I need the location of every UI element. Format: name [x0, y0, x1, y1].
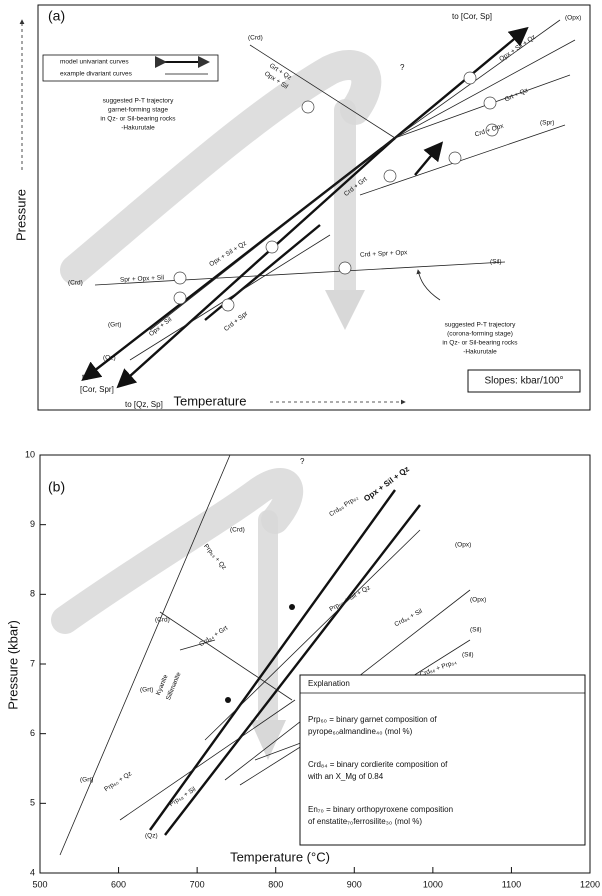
arrow-label: to [Cor, Sp]: [452, 12, 492, 21]
y-tick-label: 6: [30, 728, 35, 738]
curve: [65, 482, 289, 620]
note-pointer: [418, 270, 440, 300]
note-line: in Qz- or Sil-bearing rocks: [100, 116, 176, 123]
curve: [120, 700, 295, 820]
note-line: -Hakurutale: [121, 125, 155, 132]
marker: [302, 101, 314, 113]
slopes-note: Slopes: kbar/100°: [484, 376, 563, 387]
reaction-label: Grt + Qz: [504, 87, 529, 103]
phase-label: (Crd): [155, 617, 170, 624]
trajectory-arrow-head: [250, 720, 286, 760]
y-tick-label: 5: [30, 798, 35, 808]
phase-label: (Sil): [462, 652, 474, 659]
arrow-label: [Cor, Spr]: [80, 385, 114, 394]
reaction-label: Crd + Spr: [223, 310, 250, 333]
legend-entry: model univariant curves: [60, 59, 129, 66]
reaction-label: Crd₈₆ Prp₆₂: [328, 494, 360, 518]
phase-label: (Crd): [68, 280, 83, 287]
trajectory-arrow-head: [325, 290, 365, 330]
phase-label: (Grt): [108, 322, 121, 329]
explanation-line: with an X_Mg of 0.84: [307, 772, 384, 781]
phase-label: (Qz): [103, 355, 116, 362]
phase-label: (Grt): [80, 777, 93, 784]
phase-label: (Crd): [248, 35, 263, 42]
panel-label: (b): [48, 479, 65, 495]
y-tick-label: 10: [25, 449, 35, 459]
curve: [395, 30, 525, 138]
curve: [415, 145, 440, 175]
arrow-label: to [Qz, Sp]: [125, 400, 163, 409]
note-line: suggested P-T trajectory: [445, 322, 516, 329]
phase-label: (Grt): [140, 687, 153, 694]
reaction-label: Crd₈₄ + Grt: [198, 625, 229, 649]
reaction-label: Crd + Spr + Opx: [360, 249, 408, 259]
x-tick-label: 1100: [502, 879, 521, 889]
marker: [339, 262, 351, 274]
phase-label: (Spr): [540, 120, 554, 127]
reaction-label: Opx + Sil + Qz: [208, 240, 248, 268]
explanation-title: Explanation: [308, 679, 350, 688]
note-line: -Hakurutale: [463, 349, 497, 356]
y-tick-label: 7: [30, 658, 35, 668]
question-mark: ?: [300, 457, 305, 466]
explanation-line: Crd₈₄ = binary cordierite composition of: [308, 760, 448, 769]
x-axis-title: Temperature: [174, 393, 247, 408]
page: (a) model univariant curves example diva…: [0, 0, 602, 896]
y-tick-label: 4: [30, 867, 35, 877]
note-line: (corona-forming stage): [447, 331, 513, 338]
panel-label: (a): [48, 8, 65, 24]
question-mark: ?: [400, 63, 405, 72]
x-tick-label: 700: [190, 879, 205, 889]
phase-label: (Opx): [455, 542, 471, 549]
note-line: garnet-forming stage: [108, 107, 168, 114]
marker: [225, 697, 231, 703]
phase-label: (Crd): [230, 527, 245, 534]
reaction-label: Opx + Sil + Qz: [362, 464, 411, 503]
marker: [449, 152, 461, 164]
explanation-line: En₇₀ = binary orthopyroxene composition: [308, 805, 453, 814]
legend-entry: example divariant curves: [60, 71, 133, 78]
x-tick-label: 1000: [423, 879, 443, 889]
marker: [484, 97, 496, 109]
explanation-line: pyrope₆₀almandine₄₀ (mol %): [308, 727, 413, 736]
phase-label: (Sil): [490, 259, 502, 266]
y-axis-title: Pressure: [13, 189, 28, 241]
x-tick-label: 1200: [580, 879, 600, 889]
arrow-label: to: [82, 373, 89, 382]
y-tick-label: 9: [30, 519, 35, 529]
x-tick-label: 900: [347, 879, 362, 889]
phase-label: (Qz): [145, 833, 158, 840]
note-line: in Qz- or Sil-bearing rocks: [442, 340, 518, 347]
x-tick-label: 500: [32, 879, 47, 889]
marker: [384, 170, 396, 182]
reaction-label: Prp₆₀ + Qz: [103, 770, 133, 793]
marker: [289, 604, 295, 610]
figure: (a) model univariant curves example diva…: [0, 0, 602, 896]
explanation-line: Prp₆₀ = binary garnet composition of: [308, 715, 437, 724]
x-tick-label: 800: [268, 879, 283, 889]
y-axis-title: Pressure (kbar): [5, 620, 20, 710]
reaction-label: Prp₆₀ + Sil + Qz: [328, 584, 371, 613]
note-line: suggested P-T trajectory: [103, 98, 174, 105]
explanation-line: of enstatite₇₀ferrosilite₃₀ (mol %): [308, 817, 422, 826]
x-tick-label: 600: [111, 879, 126, 889]
marker: [222, 299, 234, 311]
marker: [464, 72, 476, 84]
x-axis-title: Temperature (°C): [230, 849, 330, 864]
phase-label: (Opx): [565, 15, 581, 22]
curve: [60, 455, 230, 855]
y-tick-label: 8: [30, 589, 35, 599]
phase-label: (Opx): [470, 597, 486, 604]
phase-label: (Sil): [470, 627, 482, 634]
reaction-label: Crd₈₄ + Sil: [393, 608, 424, 629]
reaction-label: Prp₆₃ + Qz: [202, 543, 227, 571]
reaction-label: Spr + Opx + Sil: [120, 274, 165, 283]
marker: [174, 292, 186, 304]
marker: [266, 241, 278, 253]
marker: [174, 272, 186, 284]
